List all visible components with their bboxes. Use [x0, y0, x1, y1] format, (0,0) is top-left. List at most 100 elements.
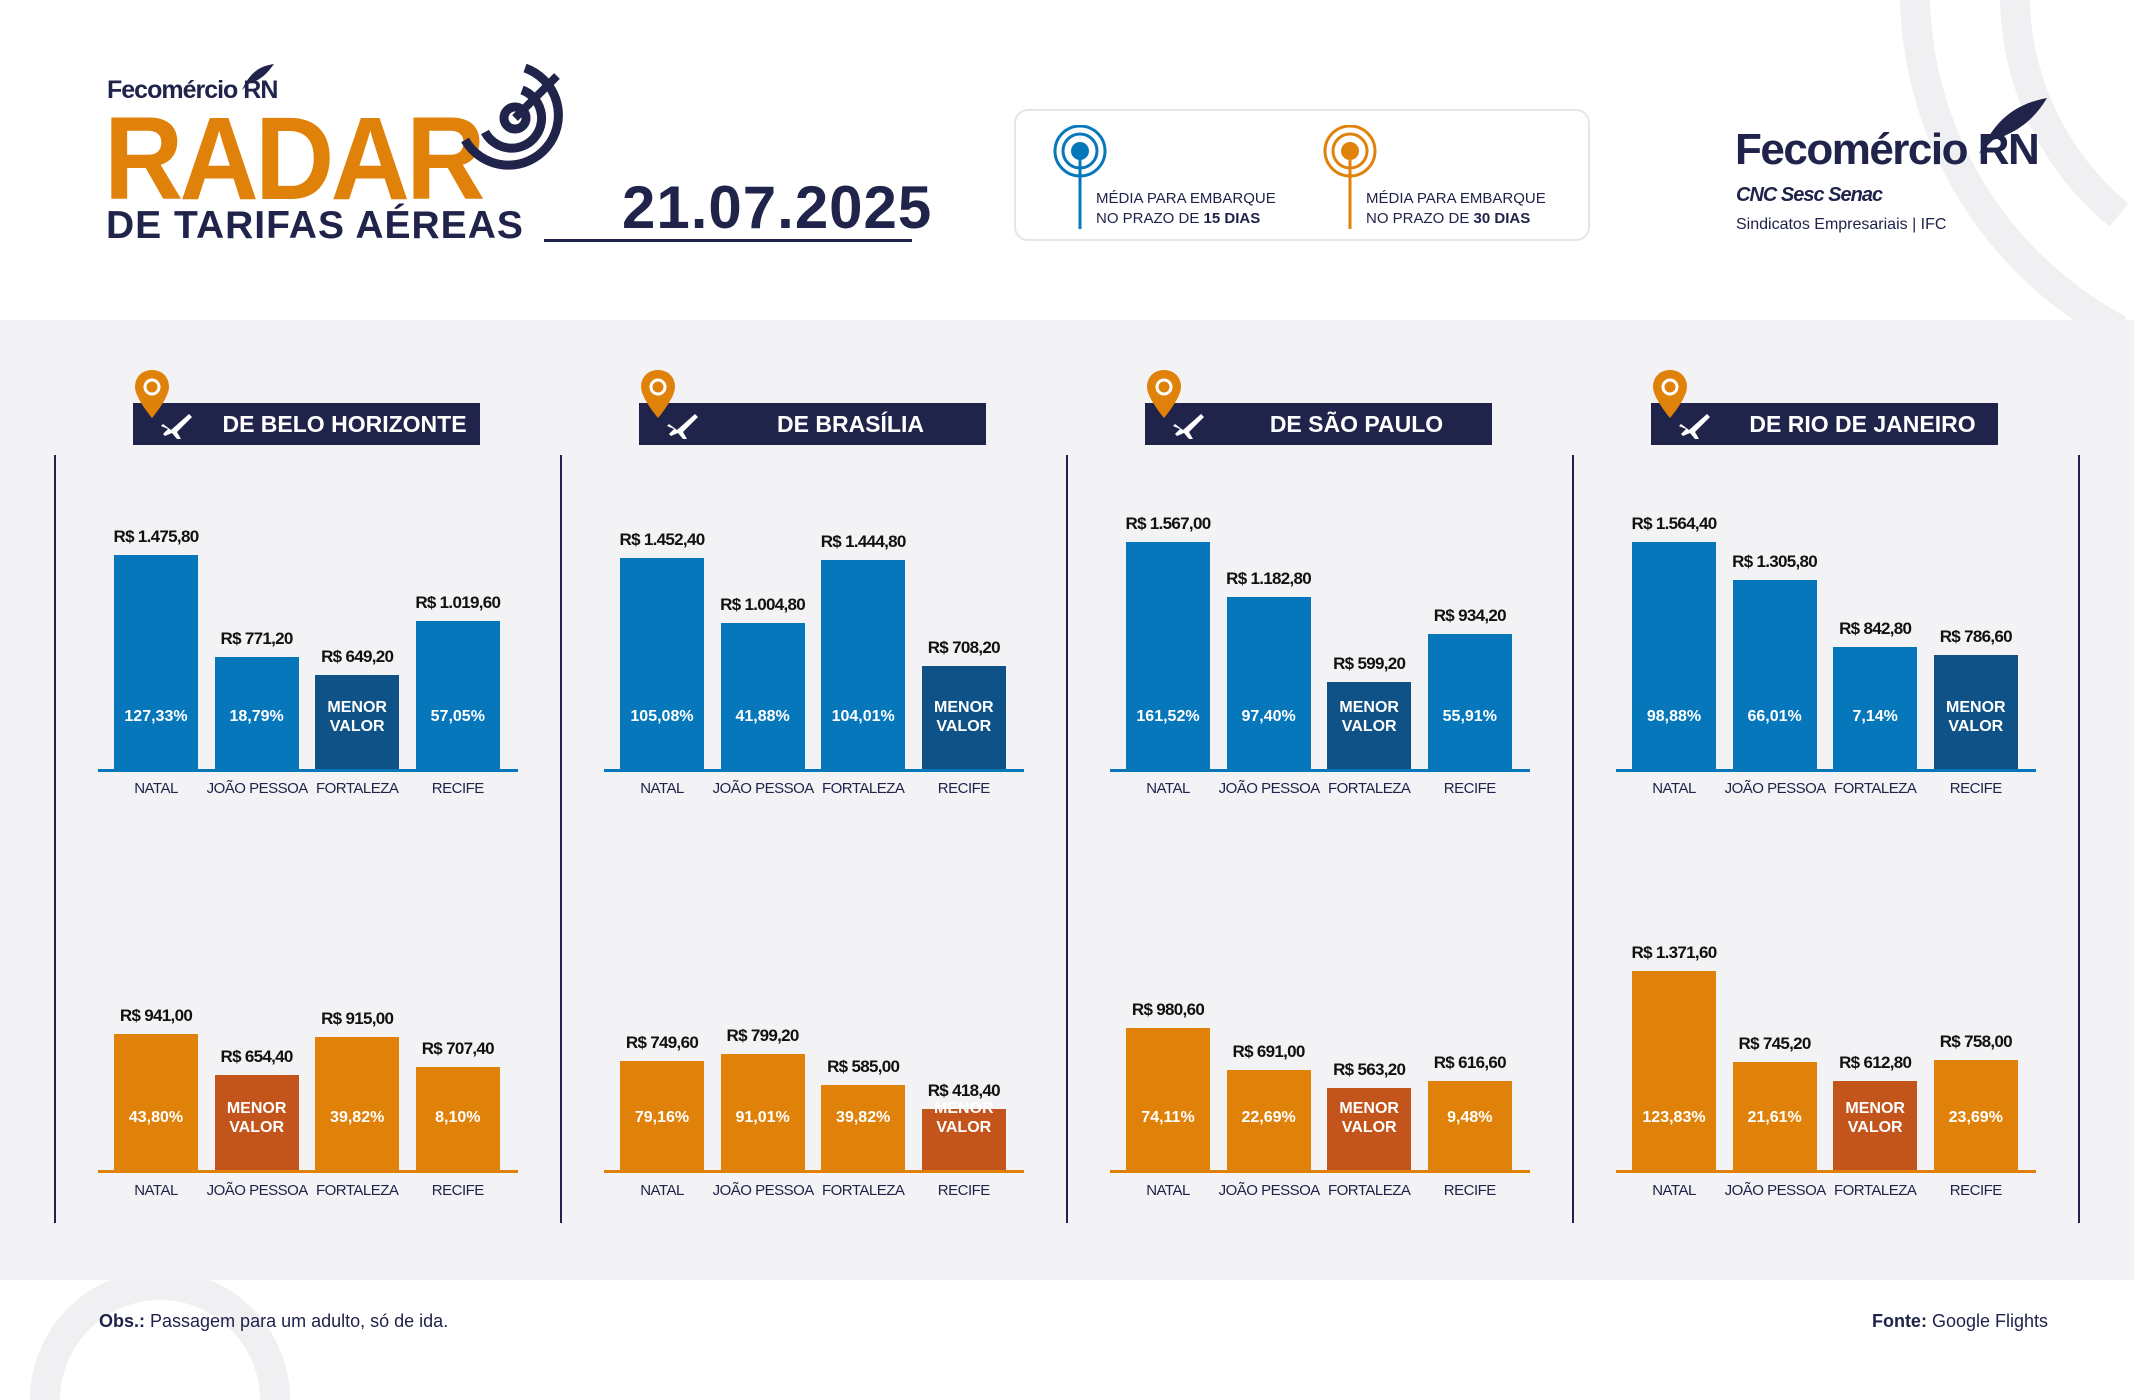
source-label: Fonte:	[1871, 1311, 1927, 1331]
legend-item-15-days: MÉDIA PARA EMBARQUE NO PRAZO DE 15 DIAS	[1052, 125, 1312, 229]
bar	[821, 1085, 906, 1170]
column-divider	[2078, 455, 2080, 1223]
bar-value-label: R$ 654,40	[220, 1047, 294, 1067]
bar	[415, 621, 500, 769]
bar-value-label: R$ 1.305,80	[1732, 551, 1818, 571]
bar-lowest	[1327, 1088, 1412, 1170]
footer-note: Obs.: Passagem para um adulto, só de ida…	[99, 1311, 448, 1332]
category-label: NATAL	[134, 780, 178, 797]
origin-title: DE SÃO PAULO	[1269, 411, 1444, 437]
legend: MÉDIA PARA EMBARQUE NO PRAZO DE 15 DIAS M…	[1014, 109, 1590, 241]
category-label: NATAL	[640, 1182, 684, 1199]
percent-label: 23,69%	[1948, 1109, 2003, 1126]
bar-lowest	[214, 1075, 299, 1170]
bar	[620, 1061, 704, 1170]
chart-axis-line	[1110, 1170, 1530, 1173]
legend-15-line1: MÉDIA PARA EMBARQUE	[1096, 190, 1276, 207]
category-label: FORTALEZA	[1833, 780, 1917, 797]
category-label: NATAL	[1146, 780, 1190, 797]
radar-pin-orange-icon	[1323, 125, 1377, 229]
bar-value-label: R$ 1.019,60	[415, 593, 501, 613]
category-label: FORTALEZA	[315, 1182, 399, 1199]
bar	[1126, 541, 1210, 769]
category-label: NATAL	[1652, 1182, 1696, 1199]
chart-axis-line	[1110, 769, 1530, 772]
bar-value-label: R$ 1.452,40	[619, 530, 706, 550]
category-label: FORTALEZA	[821, 1182, 905, 1199]
percent-label: 79,16%	[634, 1109, 690, 1126]
bar	[620, 558, 704, 769]
origin-title: DE BELO HORIZONTE	[222, 411, 467, 437]
bar-value-label: R$ 708,20	[927, 638, 1001, 658]
bar	[1427, 1080, 1512, 1170]
percent-label: 104,01%	[831, 708, 895, 725]
percent-label: 127,33%	[124, 708, 188, 725]
location-pin-icon	[640, 370, 676, 420]
legend-15-line2: NO PRAZO DE	[1096, 210, 1204, 227]
lowest-line2: VALOR	[329, 718, 385, 735]
lowest-value-label: MENOR VALOR	[315, 698, 399, 736]
category-label: JOÃO PESSOA	[1218, 780, 1321, 797]
category-label: FORTALEZA	[821, 780, 905, 797]
source-text: Google Flights	[1926, 1311, 2048, 1331]
radar-target-icon	[461, 63, 563, 170]
bar	[1833, 646, 1918, 769]
fecomercio-logo: Fecomércio RN	[1735, 125, 2040, 174]
bar-value-label: R$ 599,20	[1333, 654, 1406, 674]
origin-banner: DE RIO DE JANEIRO	[1651, 403, 1998, 445]
percent-label: 98,88%	[1646, 708, 1702, 725]
bar-value-label: R$ 1.564,40	[1631, 514, 1718, 534]
category-label: JOÃO PESSOA	[206, 780, 309, 797]
category-label: JOÃO PESSOA	[712, 780, 815, 797]
percent-label: 91,01%	[735, 1109, 790, 1126]
bar	[1226, 1069, 1311, 1170]
bar-value-label: R$ 842,80	[1839, 618, 1912, 638]
partners-logo: CNC Sesc Senac	[1736, 184, 1883, 206]
category-label: JOÃO PESSOA	[712, 1182, 815, 1199]
category-label: RECIFE	[1949, 1182, 2003, 1199]
category-label: FORTALEZA	[1327, 780, 1411, 797]
legend-30-line2: NO PRAZO DE	[1366, 210, 1474, 227]
location-pin-icon	[1652, 370, 1688, 420]
bar-value-label: R$ 585,00	[827, 1057, 900, 1077]
category-label: JOÃO PESSOA	[1724, 1182, 1827, 1199]
bar-value-label: R$ 1.371,60	[1631, 943, 1718, 963]
bar-value-label: R$ 1.567,00	[1125, 513, 1212, 533]
bar-value-label: R$ 1.475,80	[113, 527, 200, 546]
bar-value-label: R$ 418,40	[927, 1081, 1001, 1101]
chart-axis-line	[604, 769, 1024, 772]
lowest-line2: VALOR	[1341, 718, 1397, 735]
category-label: NATAL	[134, 1182, 178, 1199]
category-label: NATAL	[1652, 780, 1696, 797]
airplane-icon	[161, 414, 192, 439]
lowest-line1: MENOR	[1946, 699, 2006, 716]
chart-axis-line	[98, 769, 518, 772]
category-label: FORTALEZA	[1833, 1182, 1917, 1199]
legend-30-bold: 30 DIAS	[1473, 210, 1531, 227]
footer-source: Fonte: Google Flights	[1872, 1311, 2048, 1332]
feather-icon	[242, 64, 274, 90]
category-label: RECIFE	[937, 1182, 991, 1199]
percent-label: 18,79%	[229, 708, 284, 725]
airplane-icon	[1679, 414, 1710, 439]
bar	[114, 1033, 198, 1170]
bar-value-label: R$ 563,20	[1333, 1060, 1406, 1080]
bar-value-label: R$ 745,20	[1738, 1033, 1812, 1053]
airplane-icon	[1173, 414, 1204, 439]
bar	[720, 623, 805, 769]
bar	[1732, 579, 1817, 769]
percent-label: 123,83%	[1642, 1109, 1706, 1126]
lowest-value-label: MENOR VALOR	[1934, 698, 2018, 736]
bar	[415, 1067, 500, 1170]
radar-subtitle: DE TARIFAS AÉREAS	[106, 204, 524, 247]
percent-label: 39,82%	[836, 1109, 891, 1126]
category-label: JOÃO PESSOA	[1724, 780, 1827, 797]
percent-label: 7,14%	[1852, 708, 1898, 725]
report-date: 21.07.2025	[622, 174, 933, 241]
bar	[214, 657, 299, 769]
lowest-value-label: MENOR VALOR	[1327, 1099, 1411, 1137]
column-divider	[54, 455, 56, 1223]
category-label: RECIFE	[1949, 780, 2003, 797]
lowest-line1: MENOR	[1845, 1100, 1905, 1117]
lowest-line1: MENOR	[1339, 1100, 1399, 1117]
